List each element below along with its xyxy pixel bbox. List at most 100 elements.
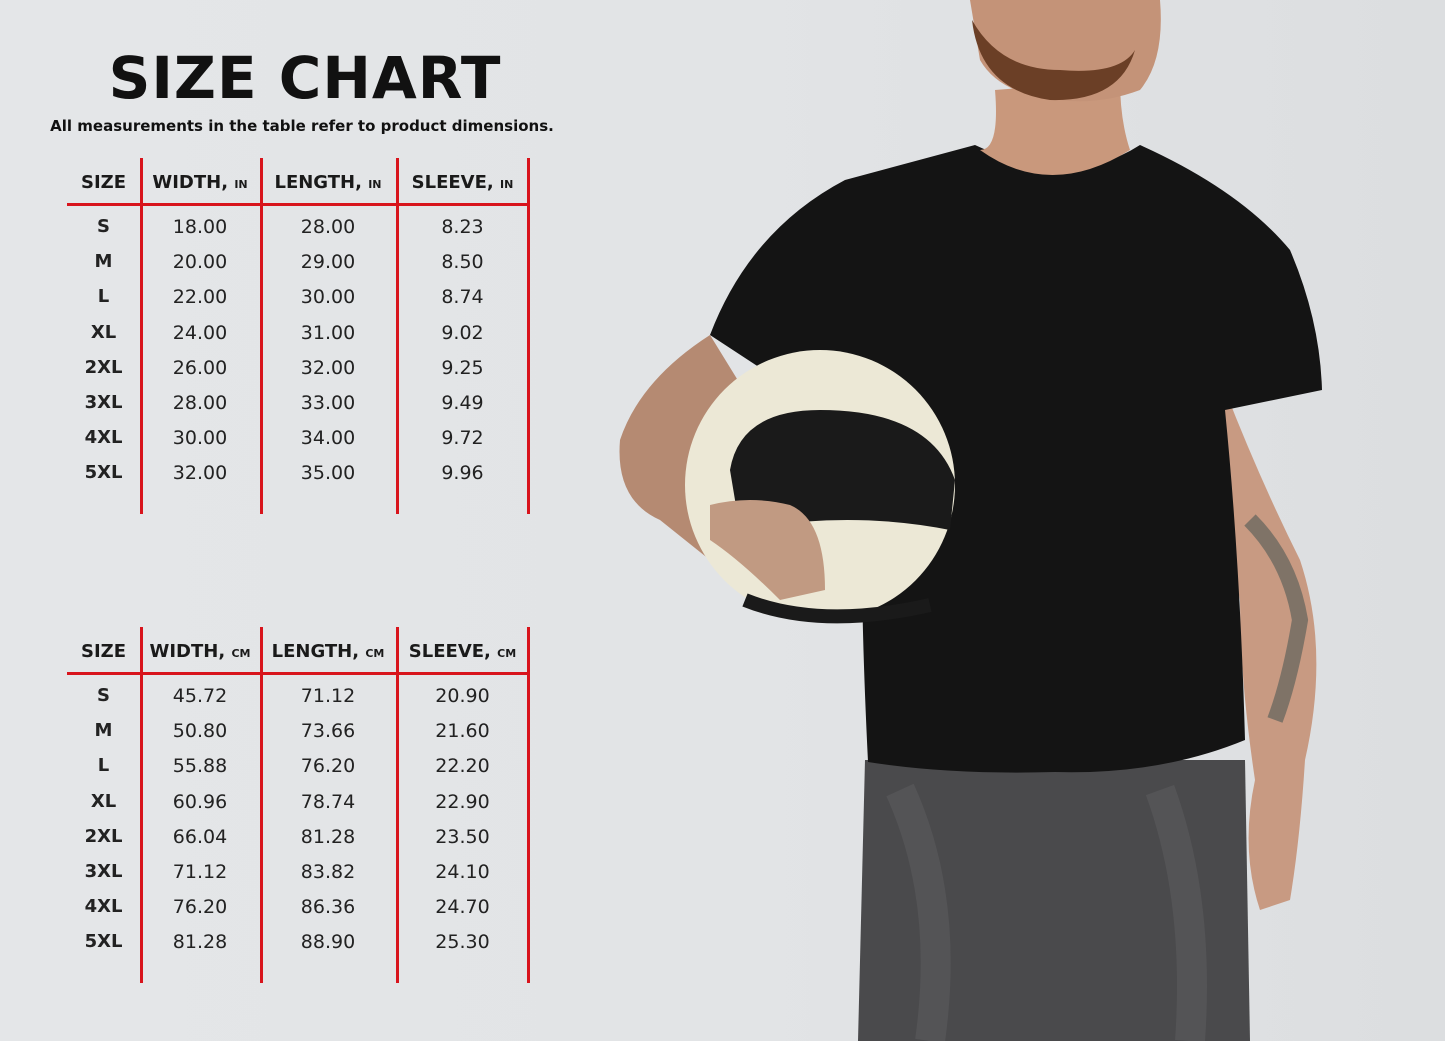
measurement-cell: 24.70 bbox=[435, 896, 490, 919]
column-divider bbox=[527, 158, 530, 514]
measurement-cell: 23.50 bbox=[435, 825, 490, 848]
measurement-cell: 28.00 bbox=[300, 216, 356, 238]
measurement-cell: 26.00 bbox=[172, 356, 228, 379]
measurement-cell: 8.74 bbox=[441, 286, 484, 309]
measurement-cell: 22.00 bbox=[172, 286, 228, 309]
measurement-cell: 24.10 bbox=[435, 861, 490, 883]
size-table-centimeters: SIZE WIDTH, CM LENGTH, CM SLEEVE, CM S 45.72 7… bbox=[67, 627, 530, 983]
size-label: XL bbox=[90, 790, 117, 812]
header-unit: CM bbox=[231, 647, 251, 660]
measurement-cell: 20.00 bbox=[172, 251, 228, 274]
measurement-cell: 9.72 bbox=[441, 427, 484, 450]
measurement-cell: 9.49 bbox=[441, 392, 484, 414]
page-subtitle: All measurements in the table refer to p… bbox=[50, 117, 554, 135]
header-label: SIZE bbox=[80, 172, 126, 193]
size-label: S bbox=[97, 685, 110, 706]
size-table-inches: SIZE WIDTH, IN LENGTH, IN SLEEVE, IN S 18.00 2… bbox=[67, 158, 530, 514]
size-label: 4XL bbox=[84, 427, 123, 449]
header-unit: CM bbox=[365, 647, 385, 660]
header-unit: IN bbox=[234, 178, 248, 191]
measurement-cell: 30.00 bbox=[172, 427, 228, 450]
measurement-cell: 32.00 bbox=[300, 356, 356, 379]
size-label: 5XL bbox=[84, 462, 123, 484]
size-label: 4XL bbox=[84, 896, 123, 918]
measurement-cell: 78.74 bbox=[300, 790, 356, 813]
column-header: SLEEVE, IN bbox=[396, 172, 529, 193]
measurement-cell: 83.82 bbox=[300, 861, 356, 883]
model-photo bbox=[619, 0, 1322, 1041]
measurement-cell: 9.25 bbox=[441, 356, 484, 379]
measurement-cell: 35.00 bbox=[300, 462, 356, 485]
measurement-cell: 8.23 bbox=[441, 216, 484, 238]
size-label: XL bbox=[90, 321, 117, 343]
column-header: LENGTH, CM bbox=[260, 641, 396, 662]
size-label: 3XL bbox=[84, 392, 123, 413]
size-label: 2XL bbox=[84, 825, 123, 847]
size-label: S bbox=[97, 216, 110, 237]
measurement-cell: 30.00 bbox=[300, 286, 356, 309]
header-label: SLEEVE, bbox=[411, 172, 494, 193]
measurement-cell: 76.20 bbox=[300, 755, 356, 778]
header-label: LENGTH, bbox=[271, 641, 360, 662]
measurement-cell: 60.96 bbox=[172, 790, 228, 813]
neck bbox=[980, 80, 1130, 175]
measurement-cell: 34.00 bbox=[300, 427, 356, 450]
measurement-cell: 88.90 bbox=[300, 931, 356, 954]
measurement-cell: 76.20 bbox=[172, 896, 228, 919]
header-label: WIDTH, bbox=[149, 641, 226, 662]
measurement-cell: 71.12 bbox=[300, 685, 356, 707]
column-divider bbox=[396, 627, 399, 983]
column-header: SIZE bbox=[67, 641, 140, 662]
measurement-cell: 73.66 bbox=[300, 720, 356, 743]
column-divider bbox=[260, 158, 263, 514]
measurement-cell: 33.00 bbox=[300, 392, 356, 414]
size-label: M bbox=[94, 720, 113, 742]
header-label: WIDTH, bbox=[152, 172, 229, 193]
size-label: L bbox=[97, 286, 110, 308]
measurement-cell: 81.28 bbox=[172, 931, 228, 954]
measurement-cell: 25.30 bbox=[435, 931, 490, 954]
header-unit: IN bbox=[500, 178, 514, 191]
column-header: WIDTH, IN bbox=[140, 172, 260, 193]
column-header: SIZE bbox=[67, 172, 140, 193]
size-label: 3XL bbox=[84, 861, 123, 882]
header-divider bbox=[67, 203, 529, 206]
measurement-cell: 32.00 bbox=[172, 462, 228, 485]
header-label: LENGTH, bbox=[274, 172, 362, 193]
column-divider bbox=[140, 627, 143, 983]
measurement-cell: 81.28 bbox=[300, 825, 356, 848]
size-label: 2XL bbox=[84, 356, 123, 378]
measurement-cell: 18.00 bbox=[172, 216, 228, 238]
header-unit: IN bbox=[368, 178, 382, 191]
measurement-cell: 50.80 bbox=[172, 720, 228, 743]
measurement-cell: 24.00 bbox=[172, 321, 228, 344]
measurement-cell: 55.88 bbox=[172, 755, 228, 778]
column-header: WIDTH, CM bbox=[140, 641, 260, 662]
measurement-cell: 22.90 bbox=[435, 790, 490, 813]
header-label: SIZE bbox=[80, 641, 126, 662]
jeans bbox=[858, 760, 1250, 1041]
measurement-cell: 31.00 bbox=[300, 321, 356, 344]
measurement-cell: 8.50 bbox=[441, 251, 484, 274]
column-divider bbox=[396, 158, 399, 514]
size-label: 5XL bbox=[84, 931, 123, 953]
beard bbox=[972, 20, 1135, 101]
column-divider bbox=[527, 627, 530, 983]
column-header: LENGTH, IN bbox=[260, 172, 396, 193]
header-divider bbox=[67, 672, 529, 675]
measurement-cell: 45.72 bbox=[172, 685, 228, 707]
column-header: SLEEVE, CM bbox=[396, 641, 529, 662]
page-title: SIZE CHART bbox=[108, 44, 502, 112]
measurement-cell: 21.60 bbox=[435, 720, 490, 743]
measurement-cell: 71.12 bbox=[172, 861, 228, 883]
measurement-cell: 86.36 bbox=[300, 896, 356, 919]
measurement-cell: 9.96 bbox=[441, 462, 484, 485]
header-unit: CM bbox=[497, 647, 517, 660]
measurement-cell: 66.04 bbox=[172, 825, 228, 848]
right-arm bbox=[1210, 390, 1317, 910]
header-label: SLEEVE, bbox=[408, 641, 491, 662]
measurement-cell: 29.00 bbox=[300, 251, 356, 274]
column-divider bbox=[140, 158, 143, 514]
measurement-cell: 20.90 bbox=[435, 685, 490, 707]
measurement-cell: 28.00 bbox=[172, 392, 228, 414]
